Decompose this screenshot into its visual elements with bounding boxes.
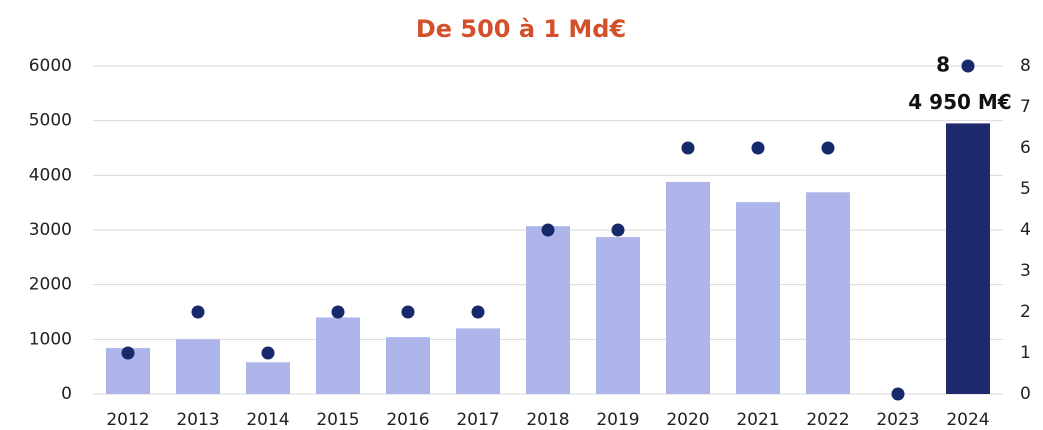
x-tick-label: 2013: [176, 410, 219, 430]
x-tick-label: 2020: [666, 410, 709, 430]
y-tick-label: 0: [61, 384, 72, 404]
x-tick-label: 2014: [246, 410, 289, 430]
dot: [961, 59, 975, 73]
y-tick-label: 2000: [29, 275, 72, 295]
dot: [401, 305, 415, 319]
bar: [386, 337, 430, 394]
x-tick-label: 2015: [316, 410, 359, 430]
bar: [806, 192, 850, 394]
y2-tick-label: 1: [1020, 343, 1031, 363]
x-tick-label: 2019: [596, 410, 639, 430]
y-tick-label: 5000: [29, 111, 72, 131]
y-tick-label: 6000: [29, 56, 72, 76]
bar: [246, 362, 290, 394]
y2-tick-label: 4: [1020, 220, 1031, 240]
bar: [456, 328, 500, 394]
bar: [176, 339, 220, 394]
dot-value-label: 8: [936, 53, 950, 77]
x-tick-label: 2017: [456, 410, 499, 430]
dot: [611, 223, 625, 237]
y2-tick-label: 5: [1020, 179, 1031, 199]
dot: [331, 305, 345, 319]
dot: [821, 141, 835, 155]
bar: [666, 181, 710, 394]
y-tick-label: 1000: [29, 329, 72, 349]
bar: [316, 317, 360, 394]
bar: [736, 202, 780, 394]
x-tick-label: 2024: [946, 410, 989, 430]
y2-tick-label: 3: [1020, 261, 1031, 281]
dot: [751, 141, 765, 155]
dot: [541, 223, 555, 237]
dot: [681, 141, 695, 155]
x-tick-label: 2022: [806, 410, 849, 430]
y2-tick-label: 8: [1020, 56, 1031, 76]
y2-tick-label: 7: [1020, 97, 1031, 117]
bar-value-label: 4 950 M€: [908, 90, 1011, 114]
chart-title: De 500 à 1 Md€: [416, 15, 626, 43]
x-tick-label: 2023: [876, 410, 919, 430]
dot: [261, 346, 275, 360]
dot: [471, 305, 485, 319]
y-tick-label: 3000: [29, 220, 72, 240]
x-tick-label: 2018: [526, 410, 569, 430]
x-tick-label: 2016: [386, 410, 429, 430]
dot: [891, 387, 905, 401]
bar: [946, 123, 990, 395]
x-tick-label: 2021: [736, 410, 779, 430]
y2-tick-label: 2: [1020, 302, 1031, 322]
y-tick-label: 4000: [29, 165, 72, 185]
y2-tick-label: 6: [1020, 138, 1031, 158]
dot: [191, 305, 205, 319]
dot: [121, 346, 135, 360]
bar: [596, 237, 640, 394]
bar: [526, 226, 570, 394]
y2-tick-label: 0: [1020, 384, 1031, 404]
x-tick-label: 2012: [106, 410, 149, 430]
